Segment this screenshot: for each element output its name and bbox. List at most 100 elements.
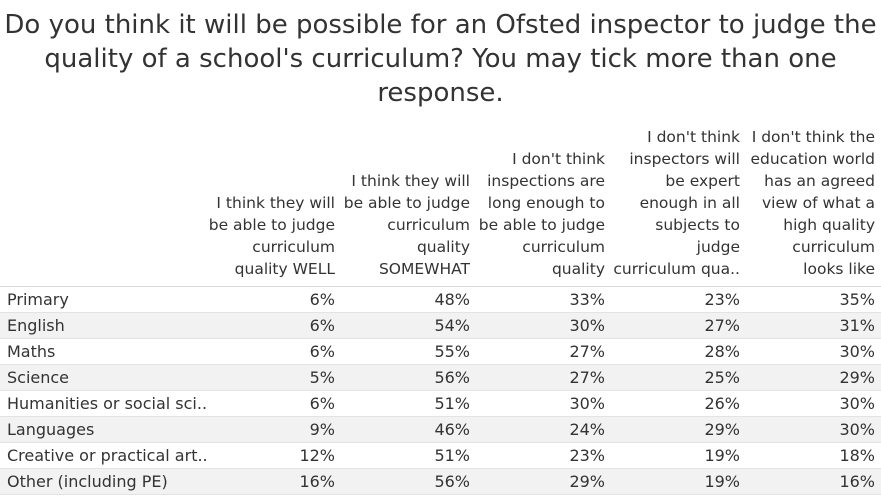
column-header-well: I think they will be able to judge curri… — [209, 192, 335, 280]
table-cell: 24% — [569, 420, 605, 439]
row-label: Languages — [7, 420, 95, 439]
table-cell: 30% — [569, 316, 605, 335]
header-line: subjects to — [655, 216, 740, 234]
header-line: curriculum qua.. — [613, 260, 740, 278]
chart-title: Do you think it will be possible for an … — [0, 8, 881, 110]
table-cell: 29% — [839, 368, 875, 387]
row-label: Creative or practical art.. — [7, 446, 208, 465]
table-row: Humanities or social sci.. 6% 51% 30% 26… — [0, 391, 881, 417]
row-divider — [0, 416, 881, 417]
table-cell: 19% — [704, 472, 740, 491]
table-cell: 33% — [569, 290, 605, 309]
column-header-inspections-length: I don't think inspections are long enoug… — [479, 148, 605, 280]
table-cell: 30% — [839, 420, 875, 439]
table-cell: 56% — [434, 368, 470, 387]
table-row: Languages 9% 46% 24% 29% 30% — [0, 417, 881, 443]
header-line: inspections are — [487, 172, 605, 190]
header-line: inspectors will — [629, 150, 740, 168]
table-row: Creative or practical art.. 12% 51% 23% … — [0, 443, 881, 469]
header-line: has an agreed — [764, 172, 875, 190]
table-cell: 27% — [704, 316, 740, 335]
table-cell: 25% — [704, 368, 740, 387]
table-cell: 16% — [839, 472, 875, 491]
header-line: quality — [551, 260, 605, 278]
table-cell: 31% — [839, 316, 875, 335]
table-cell: 16% — [299, 472, 335, 491]
header-line: be able to judge — [208, 216, 335, 234]
row-divider — [0, 364, 881, 365]
header-line: high quality — [783, 216, 875, 234]
table-cell: 6% — [309, 342, 335, 361]
table-row: Primary 6% 48% 33% 23% 35% — [0, 287, 881, 313]
table-cell: 23% — [569, 446, 605, 465]
table-top-rule — [0, 286, 881, 287]
row-divider — [0, 312, 881, 313]
row-divider — [0, 468, 881, 469]
header-line: quality WELL — [234, 260, 335, 278]
table-cell: 46% — [434, 420, 470, 439]
header-line: I think they will — [216, 194, 335, 212]
column-header-somewhat: I think they will be able to judge curri… — [344, 170, 470, 280]
title-line: quality of a school's curriculum? You ma… — [44, 44, 837, 74]
row-divider — [0, 442, 881, 443]
table-cell: 6% — [309, 316, 335, 335]
table-cell: 51% — [434, 446, 470, 465]
header-line: curriculum — [252, 238, 335, 256]
header-line: I think they will — [351, 172, 470, 190]
row-label: Science — [7, 368, 70, 387]
row-divider — [0, 390, 881, 391]
row-label: Primary — [7, 290, 69, 309]
table-row: Other (including PE) 16% 56% 29% 19% 16% — [0, 469, 881, 495]
table-cell: 9% — [309, 420, 335, 439]
column-header-inspectors-expert: I don't think inspectors will be expert … — [613, 126, 740, 280]
header-line: quality — [416, 238, 470, 256]
header-line: view of what a — [762, 194, 875, 212]
header-line: I don't think — [512, 150, 605, 168]
table-cell: 30% — [839, 342, 875, 361]
table-cell: 6% — [309, 394, 335, 413]
table-cell: 29% — [569, 472, 605, 491]
table-cell: 12% — [299, 446, 335, 465]
table-cell: 35% — [839, 290, 875, 309]
header-line: I don't think — [647, 128, 740, 146]
table-cell: 6% — [309, 290, 335, 309]
table-row: Science 5% 56% 27% 25% 29% — [0, 365, 881, 391]
header-line: SOMEWHAT — [378, 260, 470, 278]
table-cell: 18% — [839, 446, 875, 465]
title-line: response. — [377, 78, 504, 108]
column-header-no-agreed-view: I don't think the education world has an… — [750, 126, 875, 280]
header-line: be able to judge — [343, 194, 470, 212]
table-cell: 30% — [569, 394, 605, 413]
header-line: be expert — [665, 172, 740, 190]
table-cell: 27% — [569, 342, 605, 361]
table-cell: 51% — [434, 394, 470, 413]
row-divider — [0, 338, 881, 339]
row-label: Other (including PE) — [7, 472, 168, 491]
table-cell: 5% — [309, 368, 335, 387]
table-cell: 30% — [839, 394, 875, 413]
header-line: looks like — [803, 260, 875, 278]
header-line: education world — [750, 150, 875, 168]
title-line: Do you think it will be possible for an … — [4, 10, 877, 40]
table-cell: 23% — [704, 290, 740, 309]
table-cell: 19% — [704, 446, 740, 465]
table-row: English 6% 54% 30% 27% 31% — [0, 313, 881, 339]
table-cell: 56% — [434, 472, 470, 491]
table-cell: 26% — [704, 394, 740, 413]
header-line: curriculum — [792, 238, 875, 256]
row-label: Humanities or social sci.. — [7, 394, 208, 413]
table-cell: 54% — [434, 316, 470, 335]
table-row: Maths 6% 55% 27% 28% 30% — [0, 339, 881, 365]
row-label: Maths — [7, 342, 56, 361]
table-cell: 55% — [434, 342, 470, 361]
header-line: curriculum — [387, 216, 470, 234]
row-label: English — [7, 316, 65, 335]
header-line: I don't think the — [751, 128, 875, 146]
table-cell: 27% — [569, 368, 605, 387]
header-line: enough in all — [639, 194, 740, 212]
header-line: be able to judge — [478, 216, 605, 234]
header-line: judge — [696, 238, 740, 256]
row-divider — [0, 494, 881, 495]
header-line: curriculum — [522, 238, 605, 256]
table-cell: 28% — [704, 342, 740, 361]
